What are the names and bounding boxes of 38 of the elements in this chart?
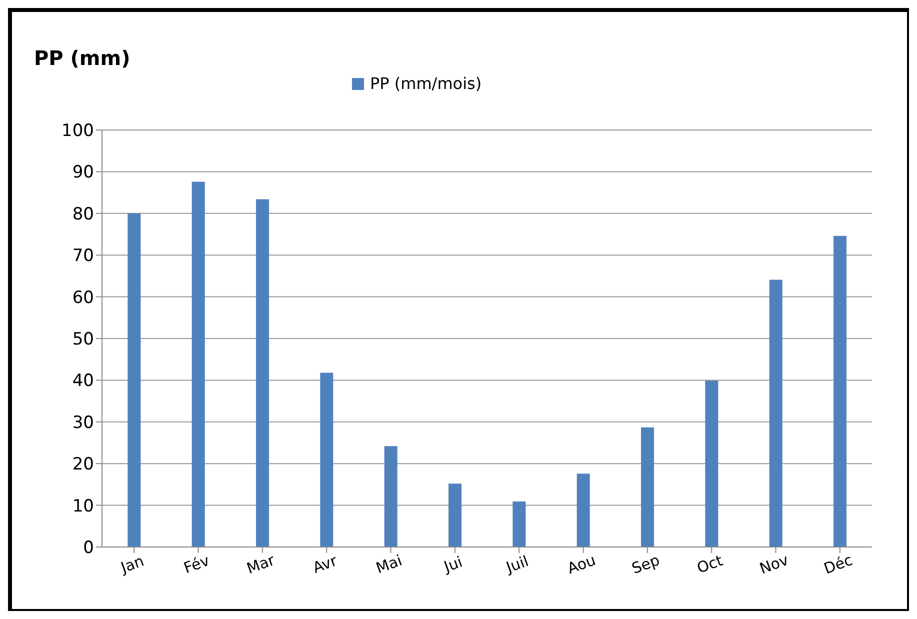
bar (576, 474, 590, 547)
y-tick-label: 80 (72, 204, 94, 224)
x-tick-label: Nov (757, 550, 791, 578)
y-tick-label: 0 (83, 538, 94, 558)
bar (320, 372, 334, 547)
x-tick-label: Fév (181, 551, 212, 578)
y-tick-label: 40 (72, 371, 94, 392)
y-tick-label: 30 (72, 412, 94, 433)
legend-label: PP (mm/mois) (370, 74, 482, 93)
bar (128, 213, 141, 547)
x-tick-label: Mar (244, 550, 278, 578)
x-tick-label: Jan (117, 552, 146, 578)
x-tick-label: Sep (629, 551, 662, 578)
bar (512, 502, 526, 547)
bar (192, 182, 205, 547)
x-tick-label: Juil (502, 552, 531, 577)
bar (448, 484, 462, 547)
bar (769, 280, 782, 547)
x-tick-label: Jui (440, 552, 465, 576)
y-tick-label: 10 (72, 496, 94, 516)
chart-title: PP (mm) (34, 46, 130, 70)
y-tick-label: 100 (62, 121, 94, 142)
x-tick-label: Mai (374, 551, 404, 578)
bar (256, 199, 269, 547)
x-tick-label: Oct (694, 551, 726, 578)
bar (641, 427, 654, 547)
chart-frame: PP (mm) PP (mm/mois) Jan Fév Mar Avr Mai Jui Juil Aou Sep Oct Nov Déc 0 10 20 30 40 50 60 70 80 90 100 (8, 8, 909, 611)
x-tick-label: Aou (564, 550, 598, 578)
x-tick-label: Avr (310, 551, 340, 577)
y-tick-label: 20 (72, 454, 94, 475)
y-tick-label: 50 (72, 330, 94, 350)
bar (384, 446, 398, 547)
y-tick-label: 60 (72, 288, 94, 308)
x-tick-label: Déc (821, 550, 855, 578)
bar (705, 380, 718, 547)
y-tick-label: 90 (72, 162, 94, 183)
bar (834, 236, 846, 547)
y-tick-label: 70 (72, 246, 94, 266)
